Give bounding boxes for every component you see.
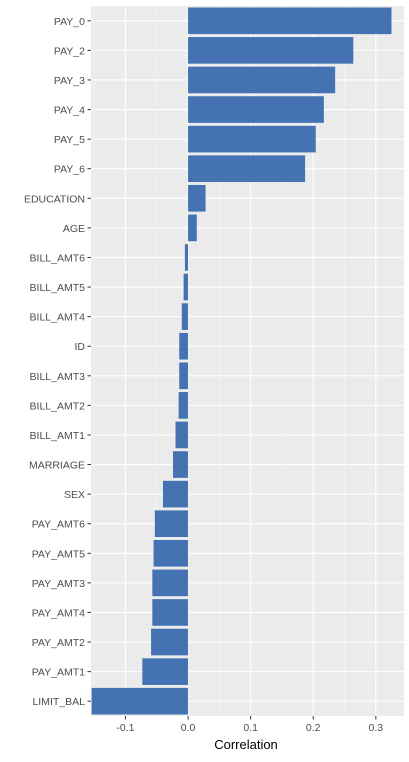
bar-pay-amt6 (154, 510, 189, 538)
y-tick-label: BILL_AMT4 (30, 312, 86, 324)
y-tick-label: PAY_4 (54, 105, 85, 117)
y-tick-label: PAY_3 (54, 75, 85, 87)
x-tick-label: 0.1 (243, 722, 258, 734)
y-tick-label: PAY_AMT6 (32, 519, 85, 531)
x-tick-label: -0.1 (116, 722, 134, 734)
bar-pay-3 (188, 66, 336, 94)
y-tick-label: PAY_AMT1 (32, 667, 85, 679)
y-tick-label: EDUCATION (24, 193, 85, 205)
bar-pay-0 (188, 7, 392, 35)
bar-pay-amt1 (142, 658, 189, 685)
x-axis: -0.1 0.0 0.1 0.2 0.3 (116, 716, 383, 734)
bar-pay-amt2 (151, 628, 189, 656)
bar-marriage (173, 451, 189, 478)
y-tick-label: PAY_AMT3 (32, 578, 85, 590)
bar-pay-4 (188, 96, 324, 123)
minor-gridlines (93, 6, 345, 716)
y-tick-label: BILL_AMT6 (30, 252, 86, 264)
bar-limit-bal (91, 687, 189, 715)
plot-panel (91, 6, 404, 716)
bar-bill-amt3 (179, 362, 189, 390)
bar-pay-amt3 (152, 569, 189, 597)
bar-bill-amt1 (175, 421, 189, 449)
bar-pay-5 (188, 125, 316, 153)
x-tick-label: 0.0 (181, 722, 196, 734)
y-tick-label: PAY_5 (54, 134, 85, 146)
bar-pay-amt5 (153, 539, 189, 567)
bar-id (179, 332, 189, 360)
y-tick-label: SEX (64, 489, 85, 501)
y-tick-label: LIMIT_BAL (32, 696, 85, 708)
bar-education (188, 184, 206, 212)
bars-group (91, 7, 392, 715)
y-tick-label: PAY_0 (54, 16, 85, 28)
y-tick-label: BILL_AMT2 (30, 400, 86, 412)
y-tick-label: PAY_AMT2 (32, 637, 85, 649)
bar-bill-amt6 (184, 244, 189, 271)
y-tick-label: PAY_2 (54, 45, 85, 57)
y-tick-label: PAY_6 (54, 164, 85, 176)
bar-bill-amt2 (178, 392, 189, 419)
bar-pay-amt4 (152, 599, 189, 626)
bar-age (188, 214, 197, 242)
bar-bill-amt4 (181, 303, 189, 330)
bar-pay-2 (188, 37, 354, 64)
y-tick-label: AGE (63, 223, 85, 235)
y-axis: PAY_0 PAY_2 PAY_3 PAY_4 PAY_5 PAY_6 EDUCATION A… (24, 16, 91, 708)
bar-sex (162, 480, 189, 508)
y-tick-label: BILL_AMT1 (30, 430, 86, 442)
y-tick-label: BILL_AMT5 (30, 282, 86, 294)
x-axis-title: Correlation (214, 737, 278, 752)
bar-bill-amt5 (183, 273, 189, 301)
y-tick-label: ID (75, 341, 86, 353)
x-tick-label: 0.2 (306, 722, 321, 734)
bar-pay-6 (188, 155, 306, 183)
x-tick-label: 0.3 (369, 722, 384, 734)
y-tick-label: PAY_AMT5 (32, 548, 85, 560)
y-tick-label: BILL_AMT3 (30, 371, 86, 383)
y-tick-label: MARRIAGE (29, 460, 85, 472)
y-tick-label: PAY_AMT4 (32, 607, 85, 619)
